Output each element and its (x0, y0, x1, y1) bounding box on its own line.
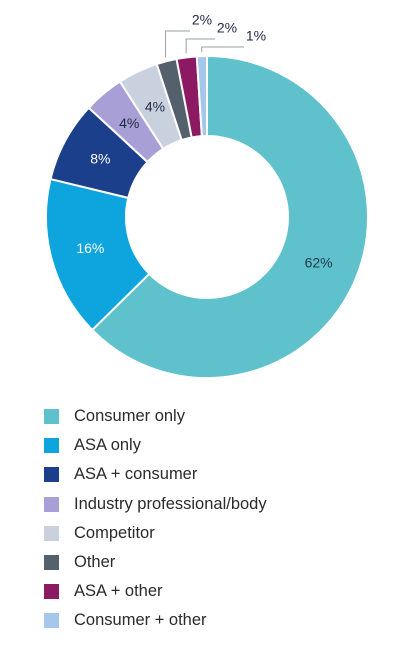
leader-line-consumer-other (201, 46, 244, 53)
donut-chart: 62% 16% 8% 4% 4% 2% 2% 1% (45, 12, 369, 379)
donut-slices (45, 54, 369, 379)
legend-swatch (44, 613, 59, 629)
slice-labels: 62% 16% 8% 4% 4% 2% 2% 1% (76, 12, 332, 271)
slice-consumer-other (195, 54, 208, 138)
slice-label-asa-other: 2% (217, 20, 237, 36)
slice-consumer-only (90, 54, 369, 379)
slice-label-competitor: 4% (145, 98, 165, 114)
slice-label-consumer-only: 62% (305, 254, 333, 270)
legend-label: ASA only (74, 436, 141, 455)
leader-lines (165, 30, 244, 58)
legend-item-consumer-other: Consumer + other (44, 606, 267, 635)
legend-item-asa-consumer: ASA + consumer (44, 460, 267, 489)
legend-swatch (44, 555, 59, 571)
legend-item-asa-only: ASA only (44, 431, 267, 460)
legend-label: ASA + other (74, 582, 163, 601)
legend-item-asa-other: ASA + other (44, 577, 267, 606)
legend-item-consumer-only: Consumer only (44, 402, 267, 431)
legend-item-other: Other (44, 548, 267, 577)
slice-label-consumer-other: 1% (246, 28, 266, 44)
legend: Consumer only ASA only ASA + consumer Indus… (44, 402, 267, 636)
legend-item-competitor: Competitor (44, 519, 267, 548)
legend-label: Consumer + other (74, 611, 207, 630)
legend-swatch (44, 409, 59, 425)
slice-label-asa-consumer: 8% (90, 151, 110, 167)
slice-label-industry-professional-body: 4% (119, 115, 139, 131)
legend-label: Competitor (74, 523, 155, 542)
leader-line-asa-other (185, 38, 215, 54)
slice-asa-only (45, 177, 151, 332)
legend-label: Other (74, 553, 116, 572)
legend-swatch (44, 467, 59, 483)
slice-label-other: 2% (192, 12, 212, 28)
slice-label-asa-only: 16% (76, 240, 104, 256)
legend-label: Industry professional/body (74, 494, 267, 513)
leader-line-other (165, 30, 190, 58)
legend-swatch (44, 525, 59, 541)
legend-label: Consumer only (74, 407, 185, 426)
legend-swatch (44, 496, 59, 512)
legend-swatch (44, 584, 59, 600)
legend-label: ASA + consumer (74, 465, 198, 484)
legend-item-industry-professional-body: Industry professional/body (44, 490, 267, 519)
legend-swatch (44, 438, 59, 454)
